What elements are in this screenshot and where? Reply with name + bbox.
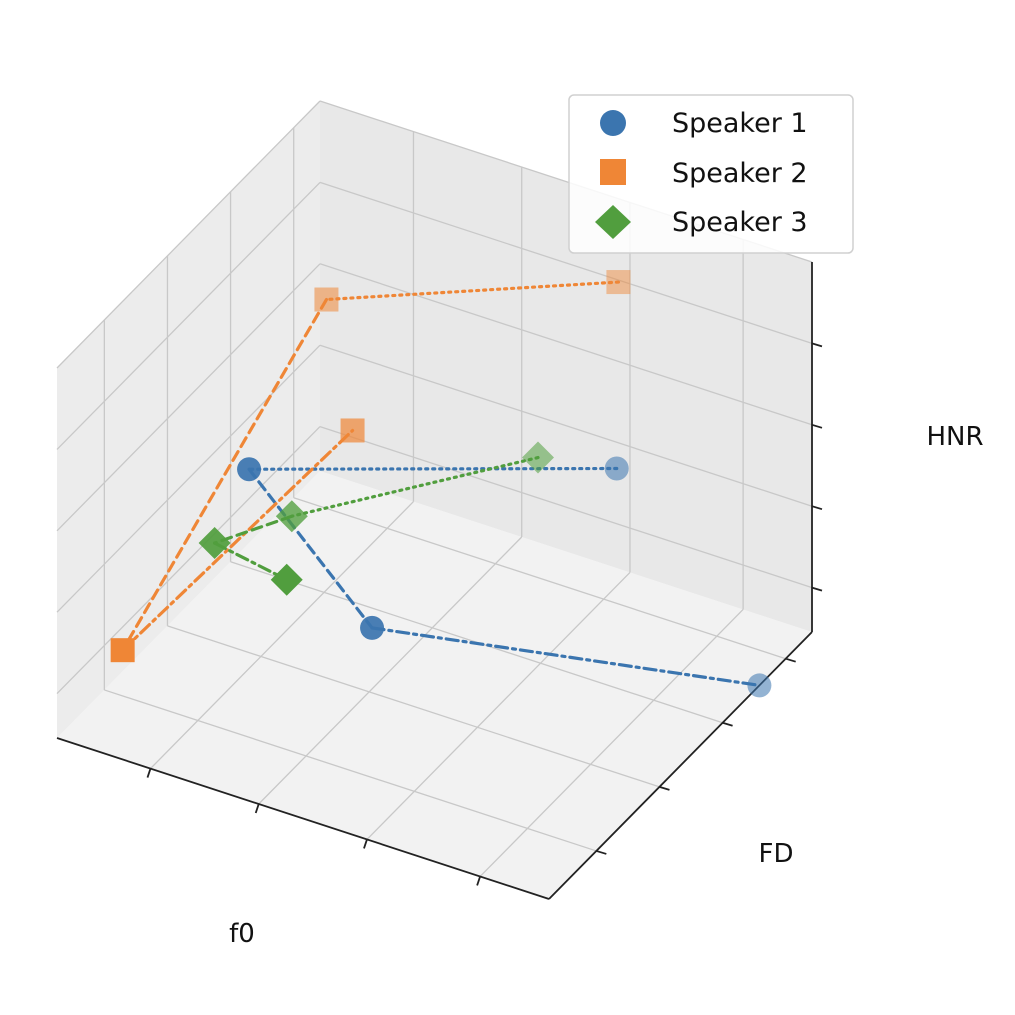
f0-tick — [476, 876, 481, 886]
hnr-tick — [811, 586, 823, 592]
grid-line-hnr — [319, 344, 813, 507]
data-point-square — [110, 638, 135, 663]
data-point-circle — [360, 615, 385, 640]
fd-tick — [785, 657, 796, 663]
legend-label: Speaker 1 — [672, 108, 808, 139]
grid-line-hnr — [56, 426, 321, 695]
legend: Speaker 1 Speaker 2 Speaker 3 — [568, 94, 854, 254]
series-line-segment — [247, 466, 619, 471]
z-axis-label: HNR — [926, 422, 983, 452]
grid-line-f0 — [366, 571, 631, 840]
legend-label: Speaker 2 — [672, 158, 808, 189]
legend-marker-diamond — [595, 205, 631, 239]
axis-panes — [57, 101, 812, 899]
series-line-segment — [121, 428, 355, 652]
grid-line-hnr — [319, 425, 813, 589]
series-line-segment — [290, 455, 540, 518]
data-point-square — [606, 270, 631, 295]
y-axis-label: FD — [759, 839, 794, 869]
data-point-diamond — [522, 441, 554, 474]
fd-tick — [596, 850, 607, 855]
series-line-segment — [121, 297, 329, 652]
data-point-diamond — [198, 527, 231, 560]
grid-line-hnr — [56, 263, 321, 532]
data-point-circle — [747, 673, 772, 698]
series-line-segment — [213, 514, 294, 545]
grid-line-hnr — [56, 100, 321, 369]
hnr-tick — [811, 342, 823, 348]
data-point-diamond — [275, 500, 308, 533]
grid-line-f0 — [150, 501, 414, 770]
axes — [56, 262, 823, 900]
data-point-square — [314, 287, 339, 312]
floor-pane — [57, 471, 812, 899]
grid-line-fd — [104, 689, 597, 852]
fd-tick — [659, 785, 670, 791]
series-lines — [121, 280, 762, 688]
fd-axis-line — [548, 631, 813, 900]
grid-line-hnr — [319, 181, 813, 345]
hnr-tick — [811, 423, 823, 429]
grid-line-f0 — [479, 609, 744, 877]
legend-marker-circle — [600, 110, 626, 136]
gridlines — [56, 100, 813, 877]
left-pane — [57, 101, 320, 738]
legend-box — [568, 94, 854, 254]
data-point-diamond — [270, 563, 303, 596]
series-markers — [110, 270, 772, 698]
series-line-segment — [213, 541, 289, 582]
grid-line-f0 — [258, 536, 523, 805]
data-point-circle — [604, 456, 629, 481]
grid-line-hnr — [56, 344, 321, 613]
hnr-tick — [811, 505, 823, 511]
grid-line-fd — [167, 625, 660, 788]
f0-tick — [254, 803, 260, 814]
fd-tick — [722, 721, 733, 727]
f0-tick — [363, 839, 368, 849]
f0-tick — [146, 768, 152, 778]
legend-marker-square — [600, 159, 626, 185]
series-line-segment — [324, 280, 621, 302]
series-line-segment — [247, 467, 374, 630]
grid-line-fd — [293, 497, 786, 660]
series-line-segment — [370, 626, 762, 688]
data-point-circle — [237, 457, 262, 482]
data-point-square — [340, 418, 365, 443]
x-axis-label: f0 — [229, 919, 255, 949]
grid-line-hnr — [319, 263, 813, 426]
legend-label: Speaker 3 — [672, 207, 808, 238]
f0-axis-line — [56, 737, 550, 900]
grid-line-hnr — [56, 181, 321, 450]
